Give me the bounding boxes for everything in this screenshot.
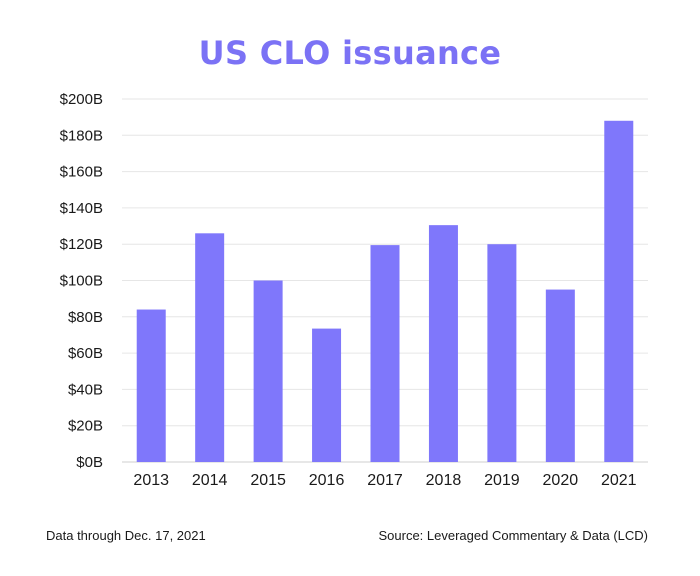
bar-2015 [253, 280, 283, 462]
bar-2017 [370, 245, 400, 462]
bar-2014 [195, 233, 225, 462]
x-tick-label: 2016 [309, 472, 345, 489]
y-tick-label: $180B [60, 127, 103, 144]
y-tick-label: $80B [68, 309, 103, 326]
bar-2020 [545, 289, 575, 462]
y-tick-label: $60B [68, 345, 103, 362]
y-tick-label: $100B [60, 273, 103, 290]
bar-2019 [487, 244, 517, 462]
bar-2013 [136, 309, 166, 462]
y-tick-label: $40B [68, 381, 103, 398]
bar-2021 [604, 120, 634, 462]
bar-2018 [428, 225, 458, 462]
bars [136, 120, 634, 462]
data-note: Data through Dec. 17, 2021 [46, 528, 206, 543]
y-tick-label: $120B [60, 236, 103, 253]
x-axis-tick-labels: 2013 2014 2015 2016 2017 2018 2019 2020 2021 [133, 472, 636, 489]
bar-2016 [312, 328, 342, 462]
y-tick-label: $20B [68, 418, 103, 435]
x-tick-label: 2020 [543, 472, 579, 489]
x-tick-label: 2014 [192, 472, 228, 489]
source-note: Source: Leveraged Commentary & Data (LCD… [378, 528, 648, 543]
y-tick-label: $200B [60, 91, 103, 108]
y-axis-tick-labels: $0B $20B $40B $60B $80B $100B $120B $140B $160B $… [60, 91, 103, 471]
x-tick-label: 2018 [426, 472, 462, 489]
chart-title: US CLO issuance [198, 34, 502, 72]
y-tick-label: $0B [76, 454, 103, 471]
x-tick-label: 2013 [133, 472, 169, 489]
x-tick-label: 2017 [367, 472, 403, 489]
x-tick-label: 2019 [484, 472, 520, 489]
y-tick-label: $140B [60, 200, 103, 217]
x-tick-label: 2015 [250, 472, 286, 489]
x-tick-label: 2021 [601, 472, 637, 489]
y-tick-label: $160B [60, 164, 103, 181]
